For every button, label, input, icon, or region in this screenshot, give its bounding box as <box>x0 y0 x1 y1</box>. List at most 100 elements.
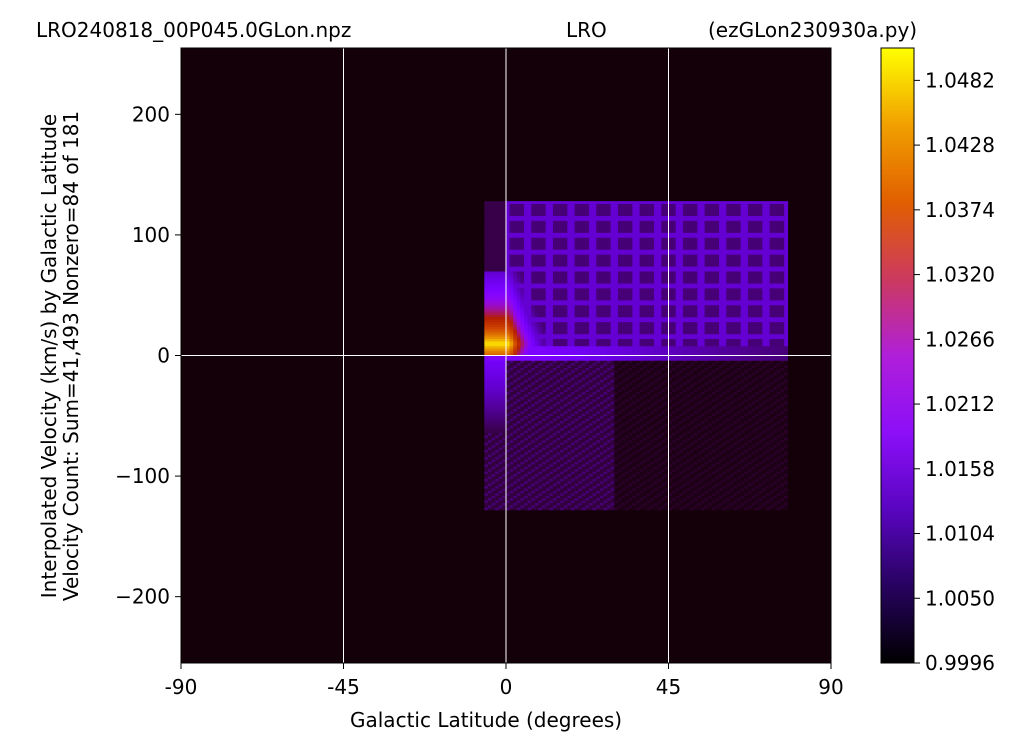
heatmap-cell <box>581 331 586 335</box>
heatmap-cell <box>599 285 604 289</box>
heatmap-cell <box>621 285 626 289</box>
heatmap-cell <box>563 415 568 419</box>
heatmap-cell <box>487 285 492 289</box>
heatmap-cell <box>524 244 529 248</box>
heatmap-cell <box>614 256 619 260</box>
heatmap-cell <box>495 415 500 419</box>
heatmap-cell <box>545 254 550 258</box>
heatmap-cell <box>552 384 557 388</box>
heatmap-cell <box>617 268 622 272</box>
heatmap-cell <box>531 341 536 344</box>
heatmap-cell <box>545 394 550 397</box>
heatmap-cell <box>567 220 572 224</box>
heatmap-cell <box>531 259 536 262</box>
heatmap-cell <box>516 297 521 301</box>
heatmap-cell <box>538 280 543 284</box>
heatmap-cell <box>527 437 532 441</box>
heatmap-cell <box>610 251 615 255</box>
heatmap-cell <box>585 225 590 229</box>
heatmap-cell <box>506 401 511 405</box>
heatmap-cell <box>531 326 536 330</box>
heatmap-cell <box>531 319 536 323</box>
heatmap-cell <box>603 244 608 248</box>
heatmap-cell <box>621 268 626 272</box>
heatmap-cell <box>502 220 507 224</box>
heatmap-cell <box>545 227 550 231</box>
heatmap-cell <box>603 478 608 482</box>
heatmap-cell <box>560 278 565 282</box>
heatmap-cell <box>617 485 622 489</box>
heatmap-cell <box>513 464 518 467</box>
heatmap-cell <box>556 374 561 378</box>
heatmap-cell <box>542 203 547 207</box>
heatmap-cell <box>509 244 514 248</box>
heatmap-cell <box>545 505 550 508</box>
heatmap-cell <box>509 338 514 342</box>
heatmap-cell <box>495 497 500 501</box>
heatmap-cell <box>596 420 601 424</box>
heatmap-cell <box>545 295 550 299</box>
heatmap-cell <box>487 444 492 448</box>
heatmap-cell <box>545 280 550 284</box>
heatmap-cell <box>599 507 604 511</box>
heatmap-cell <box>527 492 532 496</box>
heatmap-cell <box>571 502 576 506</box>
heatmap-cell <box>534 234 539 238</box>
heatmap-cell <box>549 353 554 356</box>
heatmap-cell <box>614 442 619 446</box>
heatmap-cell <box>545 442 550 446</box>
heatmap-cell <box>589 386 594 390</box>
heatmap-cell <box>585 488 590 491</box>
heatmap-cell <box>524 384 529 388</box>
heatmap-cell <box>538 297 543 301</box>
heatmap-cell <box>563 290 568 294</box>
heatmap-cell <box>563 386 568 390</box>
heatmap-cell <box>581 468 586 472</box>
heatmap-cell <box>542 420 547 424</box>
heatmap-cell <box>542 350 547 354</box>
heatmap-cell <box>617 273 622 277</box>
heatmap-cell <box>484 287 489 291</box>
heatmap-cell <box>585 275 590 279</box>
heatmap-cell <box>513 492 518 496</box>
heatmap-cell <box>599 439 604 443</box>
heatmap-cell <box>574 406 579 409</box>
heatmap-cell <box>509 292 514 296</box>
heatmap-cell <box>506 355 511 359</box>
heatmap-cell <box>513 505 518 508</box>
heatmap-cell <box>527 386 532 390</box>
heatmap-cell <box>552 468 557 472</box>
heatmap-cell <box>484 348 489 352</box>
heatmap-cell <box>581 483 586 487</box>
heatmap-cell <box>513 473 518 477</box>
heatmap-cell <box>614 319 619 323</box>
heatmap-cell <box>610 442 615 446</box>
heatmap-cell <box>621 220 626 224</box>
heatmap-cell <box>545 372 550 376</box>
heatmap-cell <box>621 454 626 458</box>
heatmap-cell <box>621 314 626 318</box>
heatmap-cell <box>596 251 601 255</box>
heatmap-cell <box>552 374 557 378</box>
heatmap-cell <box>589 483 594 487</box>
heatmap-cell <box>531 500 536 504</box>
heatmap-cell <box>581 292 586 296</box>
heatmap-cell <box>574 225 579 229</box>
heatmap-cell <box>545 307 550 311</box>
heatmap-cell <box>567 389 572 393</box>
heatmap-cell <box>513 413 518 417</box>
heatmap-cell <box>524 304 529 308</box>
heatmap-cell <box>607 203 612 207</box>
heatmap-cell <box>585 432 590 436</box>
heatmap-cell <box>571 394 576 397</box>
heatmap-cell <box>491 278 496 282</box>
heatmap-cell <box>516 225 521 229</box>
heatmap-cell <box>596 500 601 504</box>
heatmap-cell <box>617 333 622 337</box>
heatmap-cell <box>509 502 514 506</box>
heatmap-cell <box>491 350 496 354</box>
heatmap-cell <box>560 451 565 455</box>
heatmap-cell <box>506 497 511 501</box>
heatmap-cell <box>520 350 525 354</box>
heatmap-cell <box>506 372 511 376</box>
